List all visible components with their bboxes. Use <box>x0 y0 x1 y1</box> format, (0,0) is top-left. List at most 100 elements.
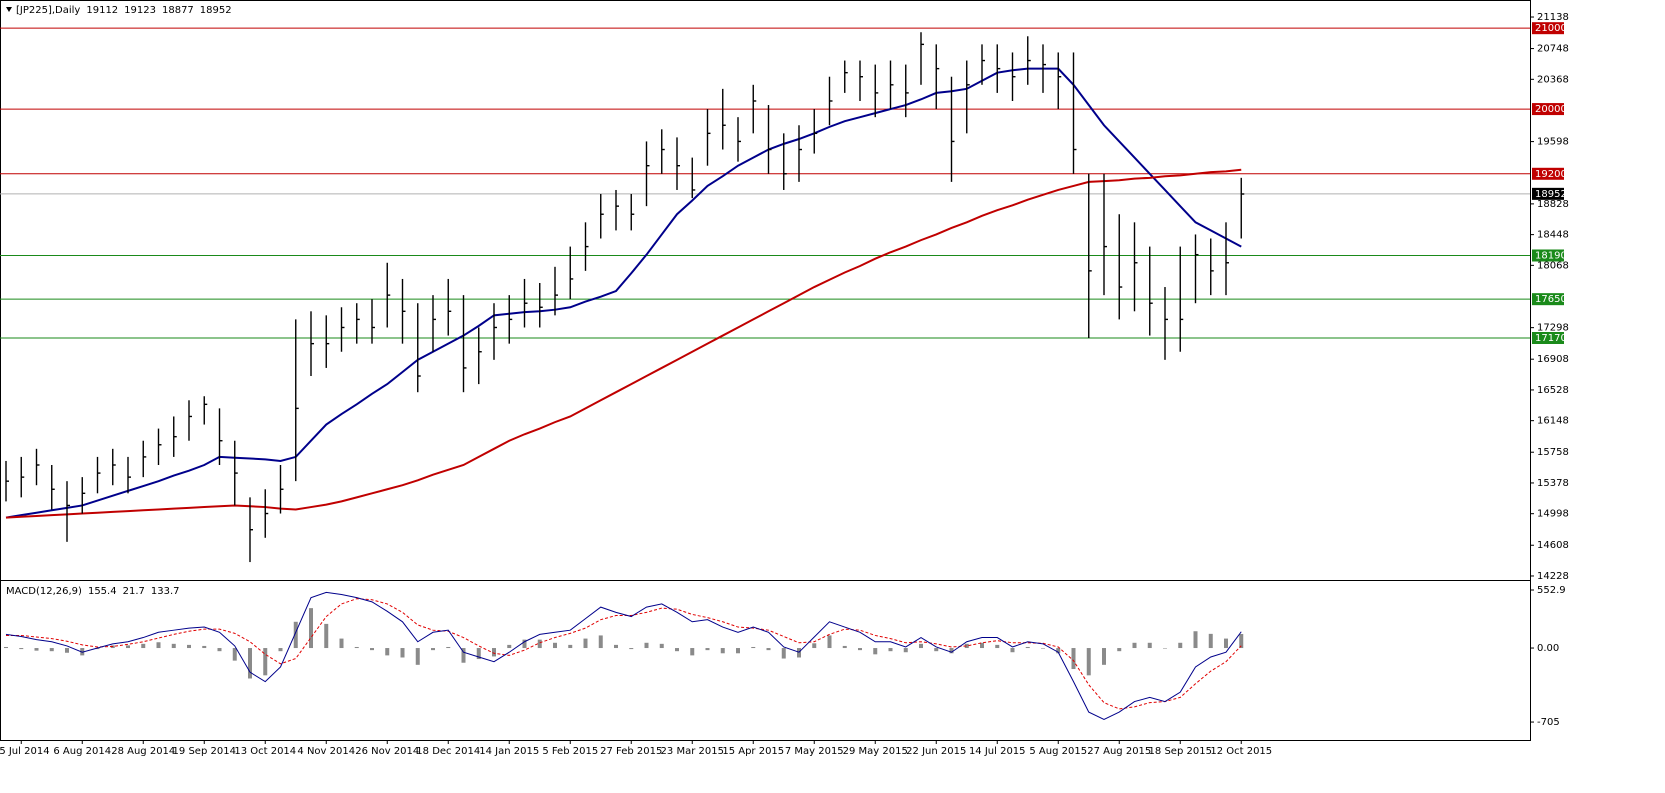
histogram-bar <box>1193 631 1198 649</box>
histogram-bar <box>354 646 359 649</box>
y-tick-label: 18068 <box>1537 260 1569 271</box>
x-tick-label: 4 Nov 2014 <box>297 746 355 757</box>
histogram-bar <box>1010 648 1015 653</box>
x-tick-label: 23 Mar 2015 <box>661 746 724 757</box>
y-tick-label: 17298 <box>1537 323 1569 334</box>
histogram-bar <box>598 635 603 649</box>
x-tick-label: 18 Dec 2014 <box>416 746 480 757</box>
histogram-bar <box>614 644 618 649</box>
x-tick-label: 6 Aug 2014 <box>53 746 111 757</box>
y-tick-label: 15378 <box>1537 478 1569 489</box>
y-tick-label: 19598 <box>1537 137 1569 148</box>
header-value: 155.4 <box>88 586 117 597</box>
histogram-bar <box>736 648 740 654</box>
x-tick-label: 14 Jul 2015 <box>969 746 1026 757</box>
histogram-bar <box>171 643 176 649</box>
histogram-bar <box>248 648 252 679</box>
x-tick-label: 13 Oct 2014 <box>234 746 296 757</box>
y-tick-label: 20748 <box>1537 44 1569 55</box>
level-tag <box>1532 293 1564 306</box>
header-value: 21.7 <box>123 586 145 597</box>
histogram-bar <box>553 642 557 649</box>
histogram-bar <box>858 648 862 651</box>
x-tick-label: 29 May 2015 <box>843 746 908 757</box>
x-tick-label: 5 Aug 2015 <box>1029 746 1087 757</box>
histogram-bar <box>49 648 54 652</box>
price-header: [JP225],Daily 19112 19123 18877 18952 <box>16 5 232 16</box>
level-tag <box>1532 331 1564 344</box>
histogram-bar <box>781 648 786 659</box>
x-tick-label: 15 Jul 2014 <box>0 746 50 757</box>
last-price-label: 18952 <box>1535 189 1567 200</box>
histogram-bar <box>446 646 451 649</box>
menu-arrow <box>6 7 12 12</box>
level-tag <box>1532 167 1564 180</box>
y-tick-label: 14608 <box>1537 540 1569 551</box>
y-tick-label: 18828 <box>1537 199 1569 210</box>
histogram-bar <box>461 648 466 663</box>
histogram-bar <box>964 643 969 649</box>
y-tick-label: 18448 <box>1537 230 1569 241</box>
plot-frame <box>0 0 1531 741</box>
histogram-bar <box>934 648 939 652</box>
histogram-bar <box>232 648 237 661</box>
histogram-bar <box>797 648 801 658</box>
histogram-bar <box>980 642 984 649</box>
x-tick-label: 15 Apr 2015 <box>722 746 784 757</box>
histogram-bar <box>156 642 161 649</box>
histogram-bar <box>507 644 512 649</box>
histogram-bar <box>217 648 222 652</box>
header-value: 18952 <box>200 5 232 16</box>
x-tick-label: 22 Jun 2015 <box>906 746 966 757</box>
histogram-bar <box>827 635 832 649</box>
level-label: 19200 <box>1535 169 1567 180</box>
histogram-bar <box>568 644 573 649</box>
y-tick-label: 14998 <box>1537 509 1569 520</box>
histogram-bar <box>126 645 130 649</box>
histogram-bar <box>1239 633 1244 649</box>
histogram-bar <box>629 648 634 650</box>
histogram-bar <box>95 648 100 650</box>
x-tick-label: 14 Jan 2015 <box>479 746 539 757</box>
histogram-bar <box>751 646 756 649</box>
y-tick-label: 15758 <box>1537 447 1569 458</box>
histogram-bar <box>492 648 496 657</box>
level-label: 17170 <box>1535 333 1567 344</box>
histogram-bar <box>1086 648 1091 676</box>
histogram-bar <box>1102 648 1106 665</box>
y-tick-label: 20368 <box>1537 74 1569 85</box>
histogram-bar <box>537 639 542 649</box>
histogram-bar <box>4 646 8 649</box>
histogram-bar <box>873 648 878 655</box>
y-tick-label: 552.9 <box>1537 585 1566 596</box>
histogram-bar <box>415 648 420 665</box>
histogram-bar <box>278 648 283 652</box>
x-tick-label: 5 Feb 2015 <box>542 746 598 757</box>
level-label: 21000 <box>1535 23 1567 34</box>
moving-average <box>5 168 1242 519</box>
macd-line <box>5 591 1242 720</box>
header-value: 18877 <box>162 5 194 16</box>
histogram-bar <box>888 648 893 652</box>
x-tick-label: 19 Sep 2014 <box>173 746 236 757</box>
level-label: 20000 <box>1535 104 1567 115</box>
x-tick-label: 27 Feb 2015 <box>600 746 662 757</box>
histogram-bar <box>1071 648 1076 670</box>
histogram-bar <box>812 643 817 649</box>
histogram-bar <box>659 643 664 649</box>
histogram-bar <box>1041 648 1045 649</box>
histogram-bar <box>720 648 725 654</box>
y-tick-label: -705 <box>1537 717 1560 728</box>
histogram-bar <box>1117 648 1122 652</box>
y-tick-label: 16528 <box>1537 385 1569 396</box>
indicator-title: MACD(12,26,9) <box>6 586 82 597</box>
level-tag <box>1532 22 1564 35</box>
histogram-bar <box>65 648 69 653</box>
histogram-bar <box>995 644 1000 649</box>
level-label: 17650 <box>1535 294 1567 305</box>
y-tick-label: 16908 <box>1537 354 1569 365</box>
moving-average <box>5 67 1242 519</box>
y-tick-label: 16148 <box>1537 416 1569 427</box>
histogram-bar <box>400 648 405 658</box>
